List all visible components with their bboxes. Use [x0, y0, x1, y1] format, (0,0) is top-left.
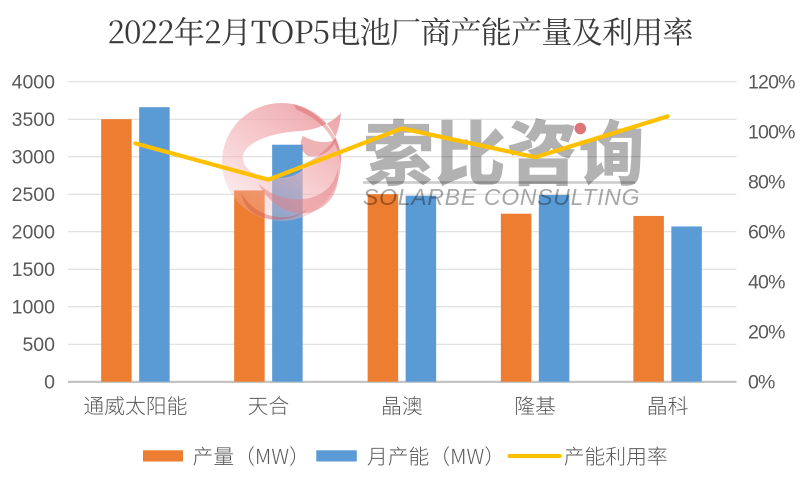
svg-text:2000: 2000: [12, 222, 56, 244]
svg-text:20%: 20%: [748, 322, 785, 344]
svg-text:4000: 4000: [12, 72, 56, 94]
svg-text:3000: 3000: [12, 147, 56, 169]
svg-text:60%: 60%: [748, 222, 785, 244]
svg-text:100%: 100%: [748, 122, 795, 144]
svg-text:2500: 2500: [12, 184, 56, 206]
svg-text:500: 500: [22, 334, 55, 356]
svg-text:1500: 1500: [12, 259, 56, 281]
svg-text:1000: 1000: [12, 297, 56, 319]
svg-text:0%: 0%: [748, 372, 775, 394]
svg-text:80%: 80%: [748, 172, 785, 194]
svg-text:120%: 120%: [748, 72, 795, 94]
svg-text:0: 0: [44, 372, 55, 394]
svg-text:40%: 40%: [748, 272, 785, 294]
svg-text:SOLARBE CONSULTING: SOLARBE CONSULTING: [363, 184, 640, 210]
svg-text:3500: 3500: [12, 109, 56, 131]
